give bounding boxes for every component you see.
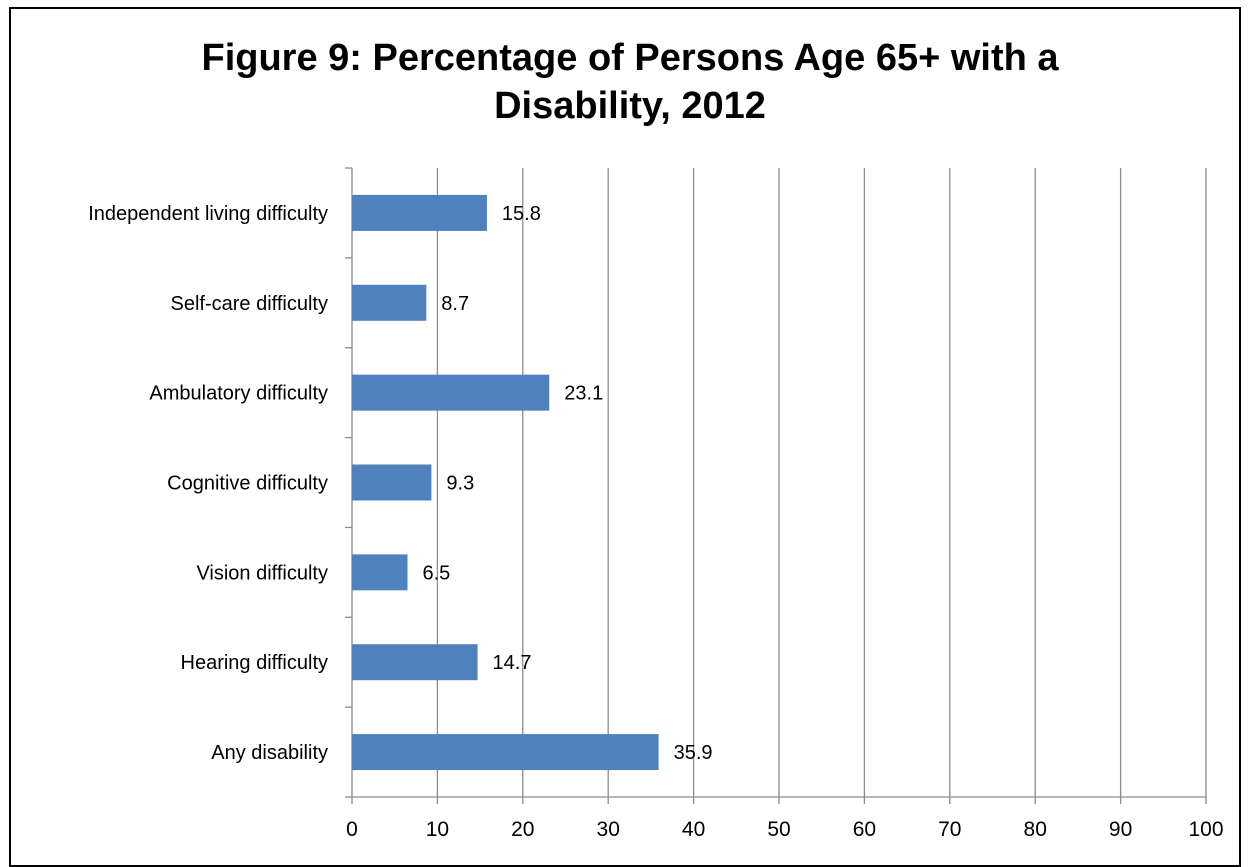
axes <box>345 167 1207 804</box>
data-labels: 15.8 8.7 23.1 9.3 6.5 14.7 35.9 <box>423 203 713 764</box>
category-label: Hearing difficulty <box>181 652 328 674</box>
chart-title-line-2: Disability, 2012 <box>494 85 766 127</box>
category-labels: Independent living difficulty Self-care d… <box>88 203 328 764</box>
chart-title: Figure 9: Percentage of Persons Age 65+ … <box>0 34 1248 130</box>
x-tick-labels: 0 10 20 30 40 50 60 70 80 90 100 <box>346 818 1223 841</box>
chart-title-line-1: Figure 9: Percentage of Persons Age 65+ … <box>201 37 1059 79</box>
bar <box>352 374 550 411</box>
bar <box>352 644 478 681</box>
bar <box>352 554 408 591</box>
x-tick-label: 40 <box>682 818 705 841</box>
data-label: 15.8 <box>502 203 541 225</box>
data-label: 9.3 <box>446 473 474 495</box>
category-label: Independent living difficulty <box>88 203 328 225</box>
category-label: Self-care difficulty <box>171 293 328 315</box>
x-tick-label: 100 <box>1188 818 1223 841</box>
x-tick-label: 30 <box>597 818 620 841</box>
x-tick-label: 70 <box>938 818 961 841</box>
x-tick-label: 80 <box>1024 818 1047 841</box>
x-tick-label: 20 <box>511 818 534 841</box>
bar <box>352 284 427 321</box>
x-tick-label: 50 <box>767 818 790 841</box>
x-tick-label: 60 <box>853 818 876 841</box>
category-label: Cognitive difficulty <box>167 473 328 495</box>
bar <box>352 734 659 771</box>
gridlines <box>436 168 1207 797</box>
category-label: Ambulatory difficulty <box>149 383 328 405</box>
data-label: 6.5 <box>423 562 451 584</box>
bar <box>352 194 487 231</box>
x-tick-label: 0 <box>346 818 358 841</box>
data-label: 23.1 <box>564 383 603 405</box>
data-label: 14.7 <box>493 652 532 674</box>
x-tick-label: 10 <box>426 818 449 841</box>
bar <box>352 464 432 501</box>
bars <box>352 194 659 771</box>
category-label: Vision difficulty <box>196 562 328 584</box>
data-label: 35.9 <box>674 742 713 764</box>
x-tick-label: 90 <box>1109 818 1132 841</box>
data-label: 8.7 <box>441 293 469 315</box>
category-label: Any disability <box>211 742 328 764</box>
